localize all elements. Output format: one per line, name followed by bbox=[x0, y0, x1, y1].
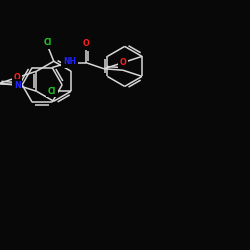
Text: Cl: Cl bbox=[43, 38, 52, 48]
Text: O: O bbox=[14, 73, 21, 82]
Text: Cl: Cl bbox=[48, 87, 56, 96]
Text: N: N bbox=[14, 80, 21, 90]
Text: NH: NH bbox=[63, 57, 76, 66]
Text: O: O bbox=[120, 58, 126, 67]
Text: O: O bbox=[82, 39, 89, 48]
